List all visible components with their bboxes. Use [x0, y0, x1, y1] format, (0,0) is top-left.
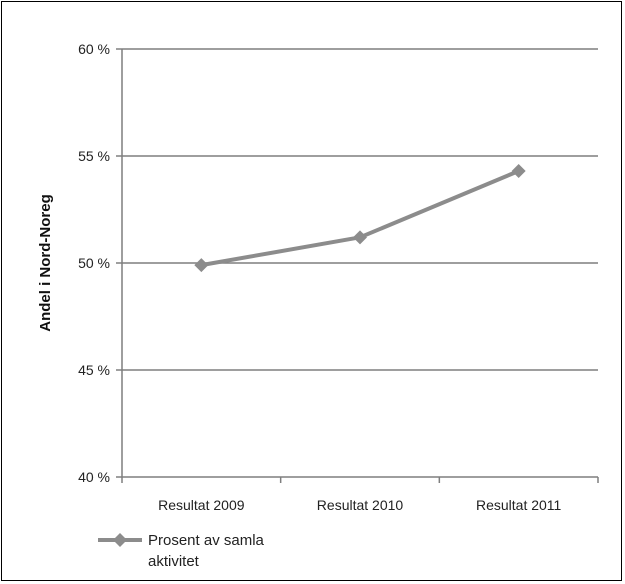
- data-point-marker: [511, 163, 526, 178]
- y-tick-label: 55 %: [78, 148, 110, 164]
- x-tick-label: Resultat 2010: [317, 497, 404, 513]
- x-tick-labels: Resultat 2009 Resultat 2010 Resultat 2011: [158, 497, 561, 513]
- y-tick-label: 60 %: [78, 41, 110, 57]
- legend-label-line: aktivitet: [148, 553, 200, 570]
- x-tick-label: Resultat 2009: [158, 497, 245, 513]
- data-point-marker: [353, 230, 367, 245]
- y-tick-label: 50 %: [78, 255, 110, 271]
- series-line: [200, 169, 520, 268]
- legend-diamond-marker: [113, 533, 127, 547]
- x-tick-label: Resultat 2011: [476, 497, 562, 513]
- y-tick-label: 45 %: [78, 362, 110, 378]
- series-layer: [194, 163, 526, 273]
- legend: Prosent av samla aktivitet: [98, 532, 265, 570]
- legend-label: Prosent av samla aktivitet: [148, 532, 265, 570]
- axes: [121, 49, 598, 478]
- y-axis-title: Andel i Nord-Noreg: [37, 194, 54, 332]
- y-tick-label: 40 %: [78, 469, 110, 485]
- y-tick-labels: 40 % 45 % 50 % 55 % 60 %: [78, 41, 110, 485]
- data-point-marker: [194, 258, 209, 273]
- gridlines: [116, 48, 599, 483]
- legend-label-line: Prosent av samla: [148, 532, 265, 549]
